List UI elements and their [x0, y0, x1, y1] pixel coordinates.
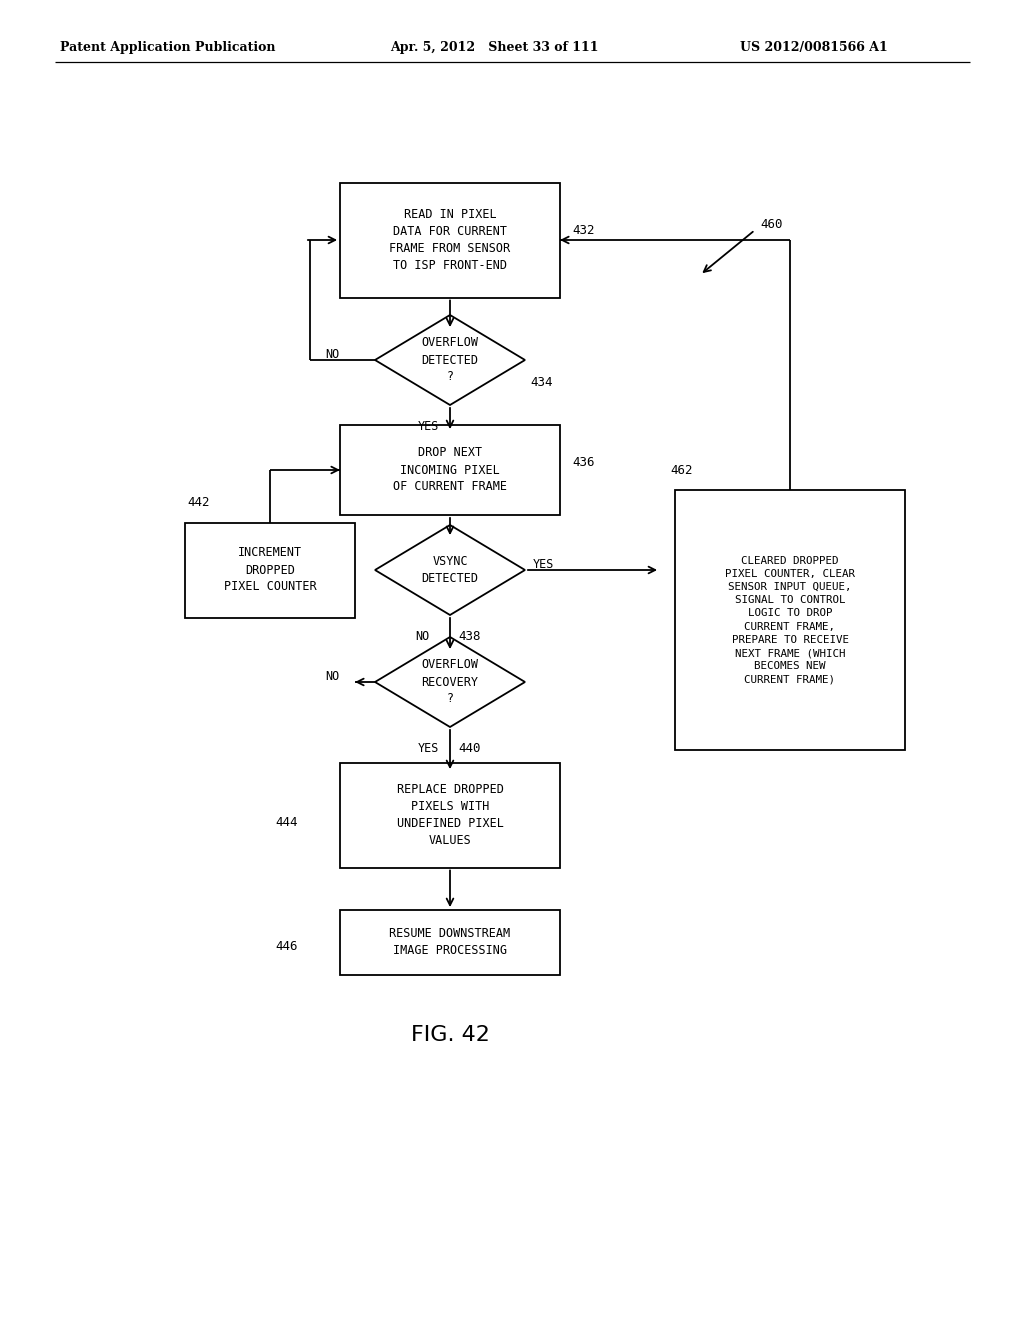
- Text: 446: 446: [275, 940, 298, 953]
- Text: CLEARED DROPPED
PIXEL COUNTER, CLEAR
SENSOR INPUT QUEUE,
SIGNAL TO CONTROL
LOGIC: CLEARED DROPPED PIXEL COUNTER, CLEAR SEN…: [725, 556, 855, 684]
- Text: RESUME DOWNSTREAM
IMAGE PROCESSING: RESUME DOWNSTREAM IMAGE PROCESSING: [389, 927, 511, 957]
- Text: 460: 460: [760, 219, 782, 231]
- Text: VSYNC
DETECTED: VSYNC DETECTED: [422, 554, 478, 585]
- Text: US 2012/0081566 A1: US 2012/0081566 A1: [740, 41, 888, 54]
- Text: 444: 444: [275, 817, 298, 829]
- Polygon shape: [375, 315, 525, 405]
- Bar: [185, 523, 355, 618]
- Polygon shape: [375, 525, 525, 615]
- Bar: [675, 490, 905, 750]
- Text: READ IN PIXEL
DATA FOR CURRENT
FRAME FROM SENSOR
TO ISP FRONT-END: READ IN PIXEL DATA FOR CURRENT FRAME FRO…: [389, 209, 511, 272]
- Polygon shape: [375, 638, 525, 727]
- Text: INCREMENT
DROPPED
PIXEL COUNTER: INCREMENT DROPPED PIXEL COUNTER: [223, 546, 316, 594]
- Text: Patent Application Publication: Patent Application Publication: [60, 41, 275, 54]
- Text: 432: 432: [572, 223, 595, 236]
- Bar: [340, 909, 560, 974]
- Text: Apr. 5, 2012   Sheet 33 of 111: Apr. 5, 2012 Sheet 33 of 111: [390, 41, 598, 54]
- Text: 436: 436: [572, 455, 595, 469]
- Text: DROP NEXT
INCOMING PIXEL
OF CURRENT FRAME: DROP NEXT INCOMING PIXEL OF CURRENT FRAM…: [393, 446, 507, 494]
- Text: 440: 440: [458, 742, 480, 755]
- Text: REPLACE DROPPED
PIXELS WITH
UNDEFINED PIXEL
VALUES: REPLACE DROPPED PIXELS WITH UNDEFINED PI…: [396, 783, 504, 847]
- Text: YES: YES: [418, 742, 439, 755]
- Bar: [340, 182, 560, 297]
- Bar: [340, 425, 560, 515]
- Text: YES: YES: [534, 558, 554, 572]
- Text: YES: YES: [418, 421, 439, 433]
- Text: 442: 442: [187, 496, 210, 510]
- Text: NO: NO: [415, 631, 429, 644]
- Text: NO: NO: [326, 671, 340, 684]
- Text: FIG. 42: FIG. 42: [411, 1026, 489, 1045]
- Text: NO: NO: [326, 348, 340, 362]
- Bar: [340, 763, 560, 867]
- Text: 434: 434: [530, 375, 553, 388]
- Text: OVERFLOW
DETECTED
?: OVERFLOW DETECTED ?: [422, 337, 478, 384]
- Text: 438: 438: [458, 631, 480, 644]
- Text: 462: 462: [670, 463, 692, 477]
- Text: OVERFLOW
RECOVERY
?: OVERFLOW RECOVERY ?: [422, 659, 478, 705]
